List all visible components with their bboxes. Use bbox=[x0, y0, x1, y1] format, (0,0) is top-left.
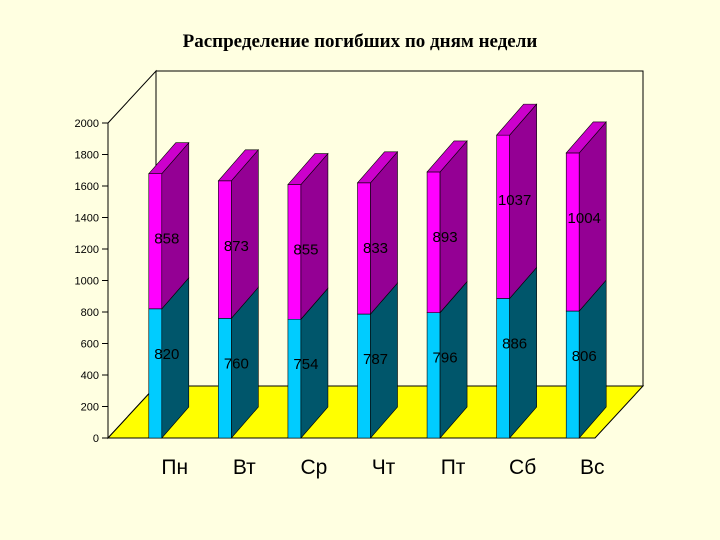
data-label: 873 bbox=[224, 238, 249, 255]
data-label: 855 bbox=[293, 242, 318, 259]
x-tick-label: Пн bbox=[161, 456, 188, 479]
data-label: 796 bbox=[433, 350, 458, 367]
x-axis: Пн Вт Ср Чт Пт Сб Вс bbox=[161, 456, 604, 479]
y-tick-label: 0 bbox=[93, 433, 99, 445]
data-label: 893 bbox=[433, 229, 458, 246]
data-label: 754 bbox=[293, 356, 318, 373]
y-axis: 0 200 400 600 800 1000 1200 1400 1600 1800 2000 bbox=[75, 118, 109, 445]
bar-top-face bbox=[565, 121, 607, 154]
x-tick-label: Вс bbox=[580, 456, 605, 479]
data-label: 820 bbox=[154, 346, 179, 363]
data-label: 1037 bbox=[498, 192, 531, 209]
data-label: 833 bbox=[363, 240, 388, 257]
data-label: 858 bbox=[154, 231, 179, 248]
y-tick-label: 2000 bbox=[75, 118, 99, 130]
bar-front-face bbox=[426, 312, 441, 439]
y-tick-label: 400 bbox=[81, 370, 99, 382]
bar-top-face bbox=[426, 140, 468, 173]
x-tick-label: Пт bbox=[441, 456, 466, 479]
y-tick-label: 800 bbox=[81, 307, 99, 319]
y-tick-label: 600 bbox=[81, 339, 99, 351]
x-tick-label: Ср bbox=[300, 456, 327, 479]
bar-front-face bbox=[218, 317, 232, 439]
bar-top-face bbox=[356, 151, 399, 184]
y-tick-label: 1400 bbox=[75, 213, 99, 225]
data-label: 1004 bbox=[568, 210, 601, 227]
bar-front-face bbox=[565, 310, 580, 439]
bar-top-face bbox=[148, 142, 190, 175]
chart-title: Распределение погибших по дням недели bbox=[183, 31, 538, 52]
bar-front-face bbox=[496, 134, 510, 299]
bar-top-face bbox=[287, 153, 329, 185]
bar-front-face bbox=[287, 318, 302, 439]
y-tick-label: 1000 bbox=[75, 276, 99, 288]
data-label: 886 bbox=[502, 335, 527, 352]
y-tick-label: 1800 bbox=[75, 150, 99, 162]
bar-front-face bbox=[148, 308, 163, 439]
bar-top-face bbox=[217, 149, 260, 182]
x-tick-label: Чт bbox=[372, 456, 396, 479]
data-label: 806 bbox=[572, 348, 597, 365]
y-tick-label: 1600 bbox=[75, 181, 99, 193]
x-tick-label: Сб bbox=[509, 456, 536, 479]
x-tick-label: Вт bbox=[233, 456, 256, 479]
bars bbox=[148, 103, 607, 439]
data-label: 787 bbox=[363, 351, 388, 368]
data-label: 760 bbox=[224, 355, 249, 372]
bar-front-face bbox=[565, 152, 580, 312]
bar-front-face bbox=[357, 313, 371, 439]
bar-top-face bbox=[495, 103, 538, 136]
bar-front-face bbox=[496, 298, 510, 439]
data-labels: 820 858 760 873 754 855 787 833 796 893 886 1037 806… bbox=[154, 192, 601, 373]
y-tick-label: 1200 bbox=[75, 244, 99, 256]
y-tick-label: 200 bbox=[81, 402, 99, 414]
